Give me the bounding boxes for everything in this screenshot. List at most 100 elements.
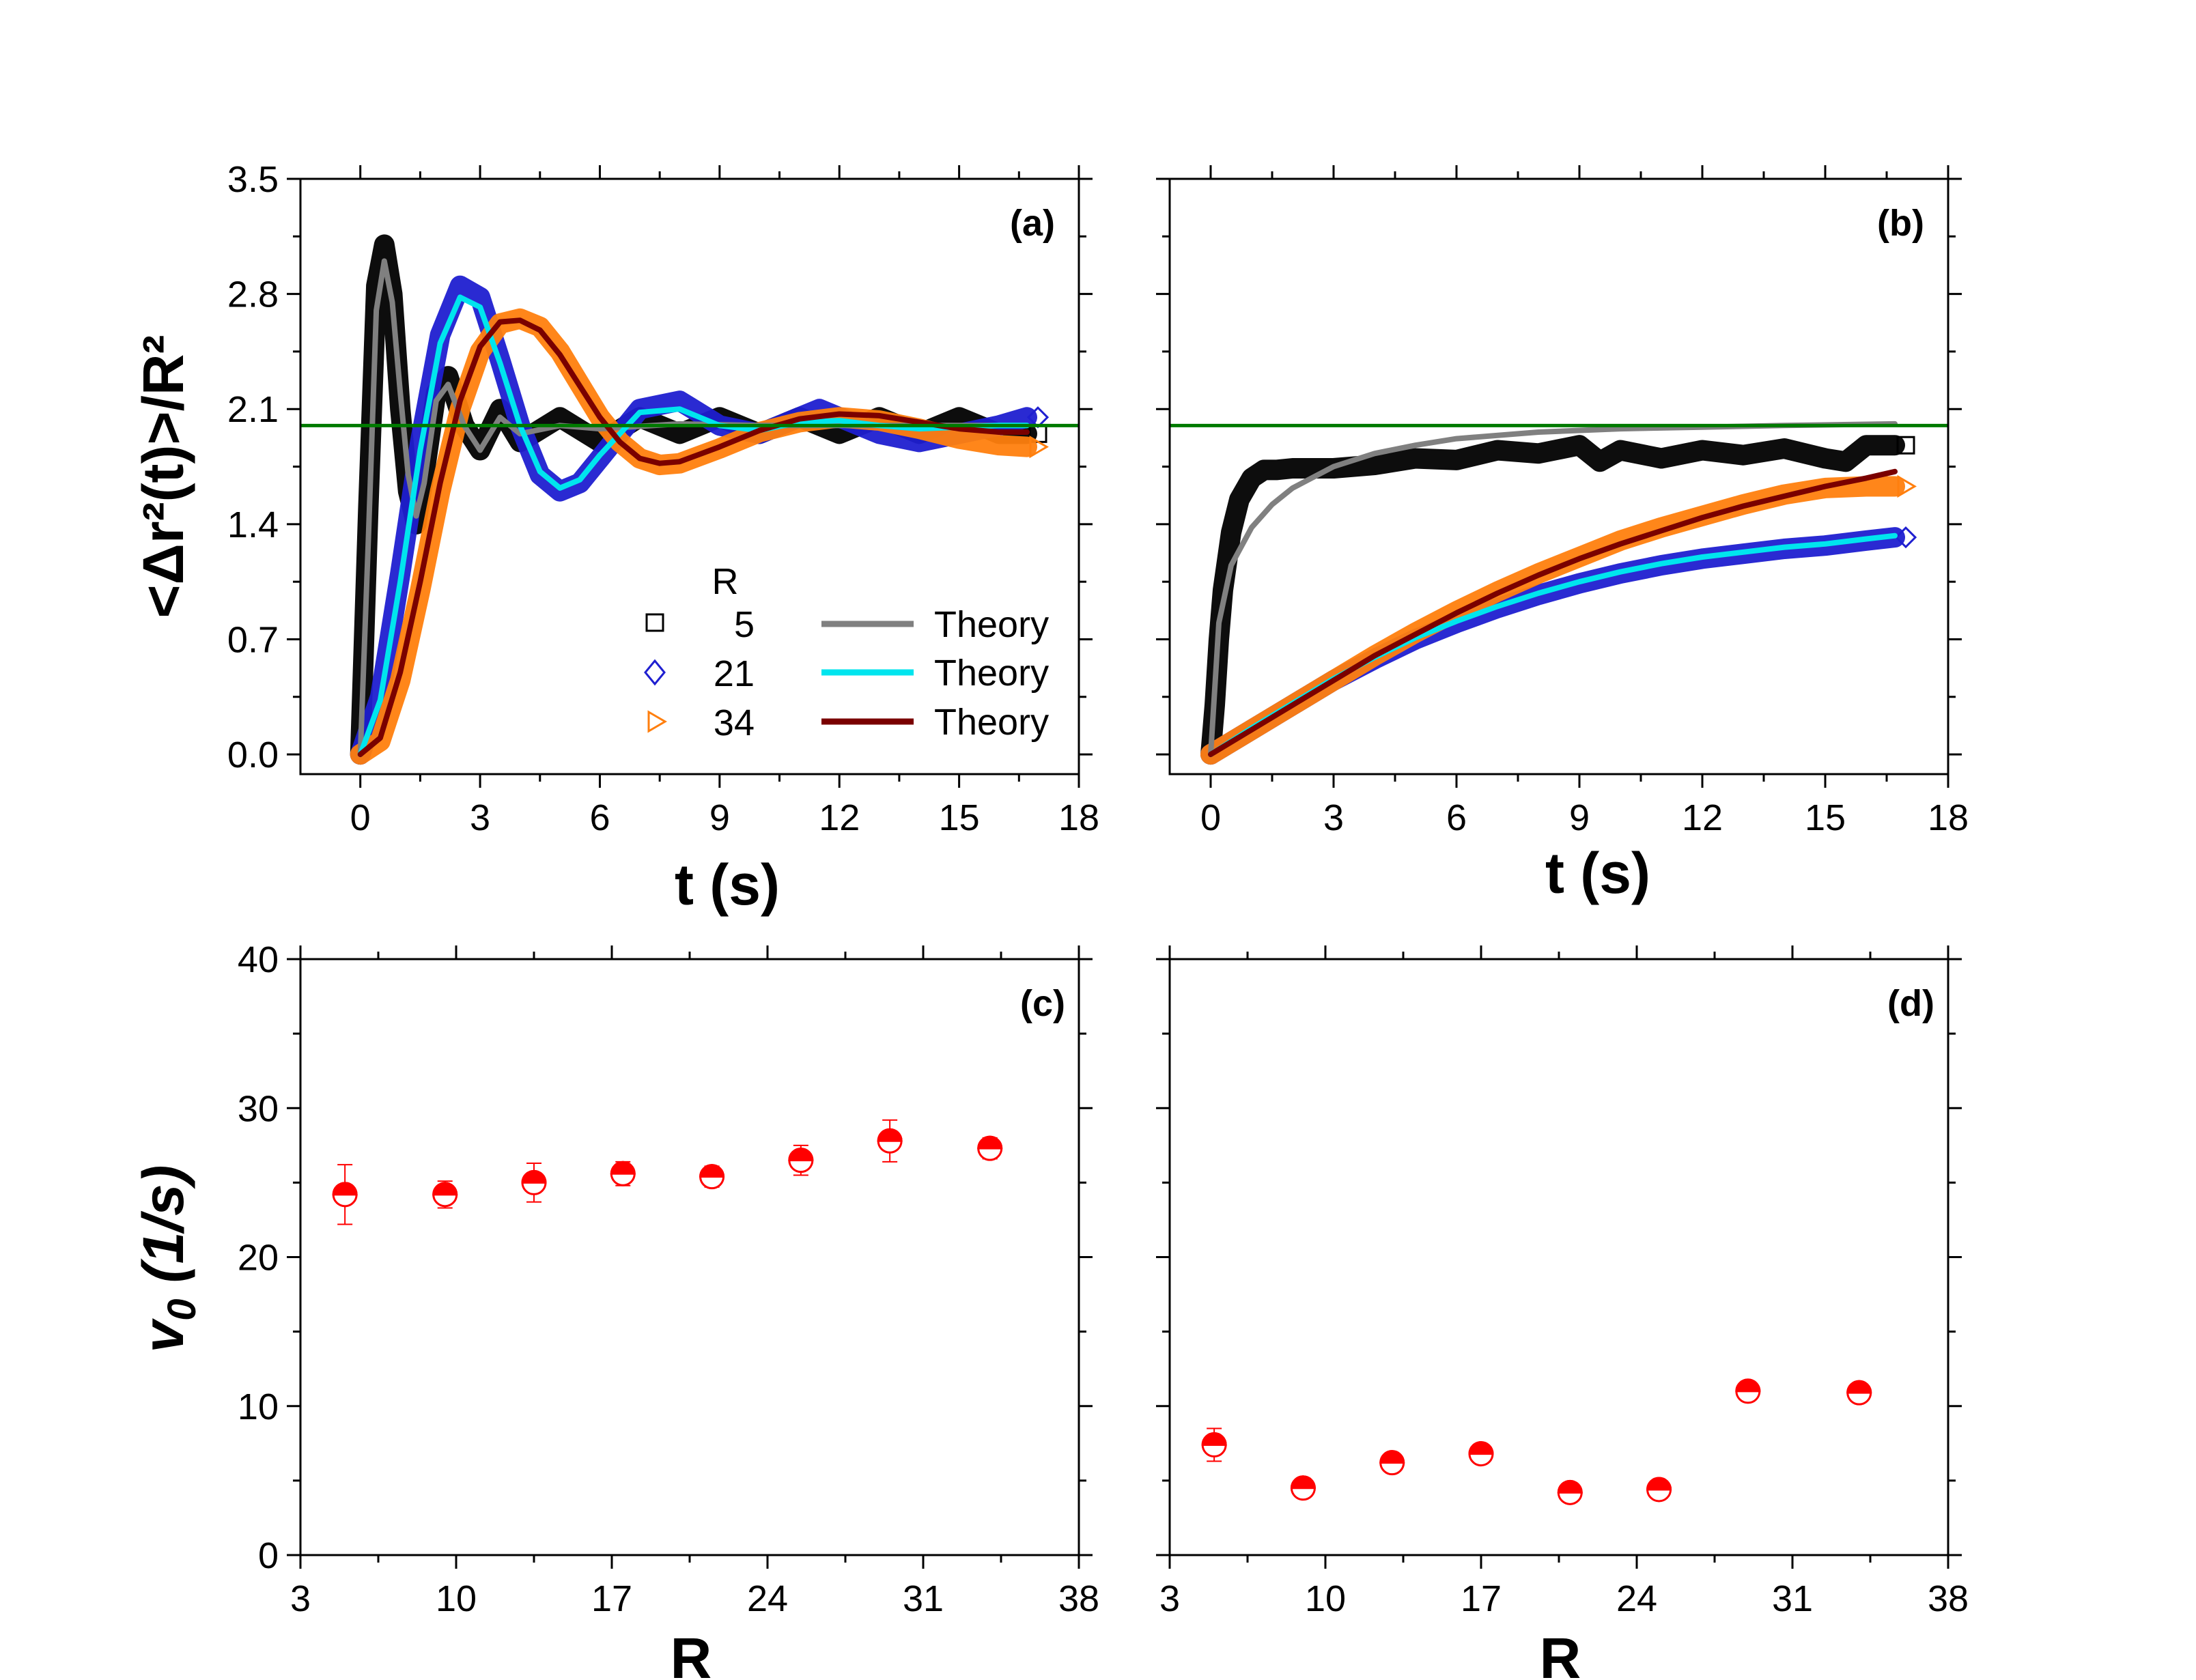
panel-c-ylabel-units: (1/s) (131, 1165, 195, 1298)
legend-label-theory-gray: Theory (934, 604, 1049, 645)
x-tick-label: 24 (747, 1578, 788, 1619)
legend-label-theory-darkred: Theory (934, 702, 1049, 743)
point-top-half (432, 1182, 458, 1196)
x-tick-label: 3 (470, 797, 490, 838)
point-top-half (1290, 1475, 1316, 1490)
x-tick-label: 3 (1159, 1578, 1180, 1619)
panel-a-xlabel: t (s) (675, 853, 780, 917)
panel-c-ylabel-subscript: 0 (160, 1299, 204, 1321)
y-tick-label: 0.7 (227, 619, 279, 660)
y-tick-label: 30 (238, 1088, 279, 1129)
point-top-half (788, 1148, 814, 1162)
y-tick-label: 20 (238, 1238, 279, 1279)
x-tick-label: 15 (939, 797, 980, 838)
x-tick-label: 6 (589, 797, 610, 838)
x-tick-label: 18 (1928, 797, 1969, 838)
panel-b-tag: (b) (1877, 203, 1924, 244)
end-marker-r21 (1894, 526, 1917, 549)
panel-c-frame (299, 958, 1080, 1556)
panel-d-frame (1168, 958, 1949, 1556)
panel-d-xlabel: R (1540, 1626, 1581, 1680)
panel-b-ticks: 0 3 6 9 12 15 18 (1156, 165, 1969, 838)
x-tick-label: 17 (1461, 1578, 1502, 1619)
panel-b: 0 3 6 9 12 15 18 (b) t (s) (1156, 165, 1969, 905)
panel-d-ticks: 3 10 17 24 31 38 (1156, 945, 1969, 1619)
legend-label-r5: 5 (734, 604, 755, 645)
x-tick-label: 15 (1805, 797, 1846, 838)
x-tick-label: 38 (1928, 1578, 1969, 1619)
panel-b-marks (1170, 421, 1948, 765)
y-tick-label: 2.8 (227, 274, 279, 315)
point-top-half (1201, 1432, 1227, 1446)
x-tick-label: 18 (1058, 797, 1099, 838)
x-tick-label: 12 (819, 797, 860, 838)
point-top-half (699, 1164, 725, 1178)
legend-label-r34: 34 (714, 702, 755, 743)
legend-marker-diamond (644, 659, 666, 686)
x-tick-label: 12 (1682, 797, 1723, 838)
end-marker-r5 (1896, 436, 1915, 455)
theory-line-3 (357, 317, 1030, 758)
legend-marker-triangle (647, 710, 667, 733)
legend: R 5 21 34 Theory Theory Theory (644, 561, 1049, 743)
x-tick-label: 24 (1616, 1578, 1657, 1619)
x-tick-label: 6 (1446, 797, 1467, 838)
panel-c-ylabel: v0 (1/s) (131, 1165, 204, 1352)
point-top-half (1646, 1477, 1672, 1491)
x-tick-label: 3 (290, 1578, 311, 1619)
theory-line-1 (1208, 421, 1898, 758)
x-tick-label: 31 (903, 1578, 944, 1619)
legend-marker-square (645, 613, 664, 632)
panel-a-marks (300, 234, 1079, 765)
x-tick-label: 17 (591, 1578, 632, 1619)
x-tick-label: 0 (350, 797, 371, 838)
point-top-half (1735, 1378, 1761, 1393)
panel-c-xlabel: R (671, 1626, 712, 1680)
x-tick-label: 9 (709, 797, 730, 838)
theory-line-3 (1208, 468, 1898, 758)
point-top-half (1846, 1380, 1872, 1394)
y-tick-label: 10 (238, 1386, 279, 1427)
legend-label-theory-cyan: Theory (934, 653, 1049, 694)
panel-a-tag: (a) (1010, 203, 1055, 244)
panel-c-tag: (c) (1020, 983, 1065, 1024)
panel-a-ticks: 0 3 6 9 12 15 18 0.0 0.7 1.4 2.1 2.8 3.5 (227, 159, 1099, 838)
x-tick-label: 9 (1569, 797, 1590, 838)
end-marker-r34 (1897, 474, 1917, 498)
panel-a-frame (299, 177, 1080, 775)
data-series-r5 (1200, 435, 1905, 765)
point-top-half (332, 1182, 358, 1196)
panel-d-marks (1201, 1378, 1872, 1505)
x-tick-label: 0 (1200, 797, 1221, 838)
panel-b-xlabel: t (s) (1545, 841, 1650, 905)
x-tick-label: 3 (1323, 797, 1344, 838)
y-tick-label: 1.4 (227, 504, 279, 545)
x-tick-label: 10 (1305, 1578, 1346, 1619)
point-top-half (521, 1169, 547, 1184)
point-top-half (610, 1161, 636, 1175)
y-tick-label: 40 (238, 939, 279, 980)
legend-label-r21: 21 (714, 653, 755, 694)
panel-a: 0 3 6 9 12 15 18 0.0 0.7 1.4 2.1 2.8 3.5 (a) t (s) <… (131, 159, 1099, 917)
y-tick-label: 0 (258, 1535, 279, 1576)
x-tick-label: 10 (436, 1578, 477, 1619)
y-tick-label: 2.1 (227, 389, 279, 430)
point-top-half (977, 1135, 1003, 1150)
panel-d: 3 10 17 24 31 38 (d) R (1156, 945, 1969, 1680)
end-marker-r34 (1029, 436, 1049, 459)
y-tick-label: 0.0 (227, 735, 279, 775)
point-top-half (1379, 1450, 1405, 1464)
panel-c: 3 10 17 24 31 38 0 10 20 30 40 (c) R v0 (1/s) (131, 939, 1099, 1680)
legend-header: R (712, 561, 739, 602)
panel-d-tag: (d) (1887, 983, 1934, 1024)
panel-b-frame (1168, 177, 1949, 775)
x-tick-label: 31 (1772, 1578, 1813, 1619)
point-top-half (1468, 1441, 1494, 1455)
panel-a-ylabel: <Δr²(t)>/R² (131, 334, 195, 618)
panel-c-ticks: 3 10 17 24 31 38 0 10 20 30 40 (238, 939, 1099, 1619)
point-top-half (1557, 1479, 1583, 1494)
panel-c-marks (332, 1119, 1003, 1225)
x-tick-label: 38 (1058, 1578, 1099, 1619)
y-tick-label: 3.5 (227, 159, 279, 200)
point-top-half (877, 1128, 903, 1142)
